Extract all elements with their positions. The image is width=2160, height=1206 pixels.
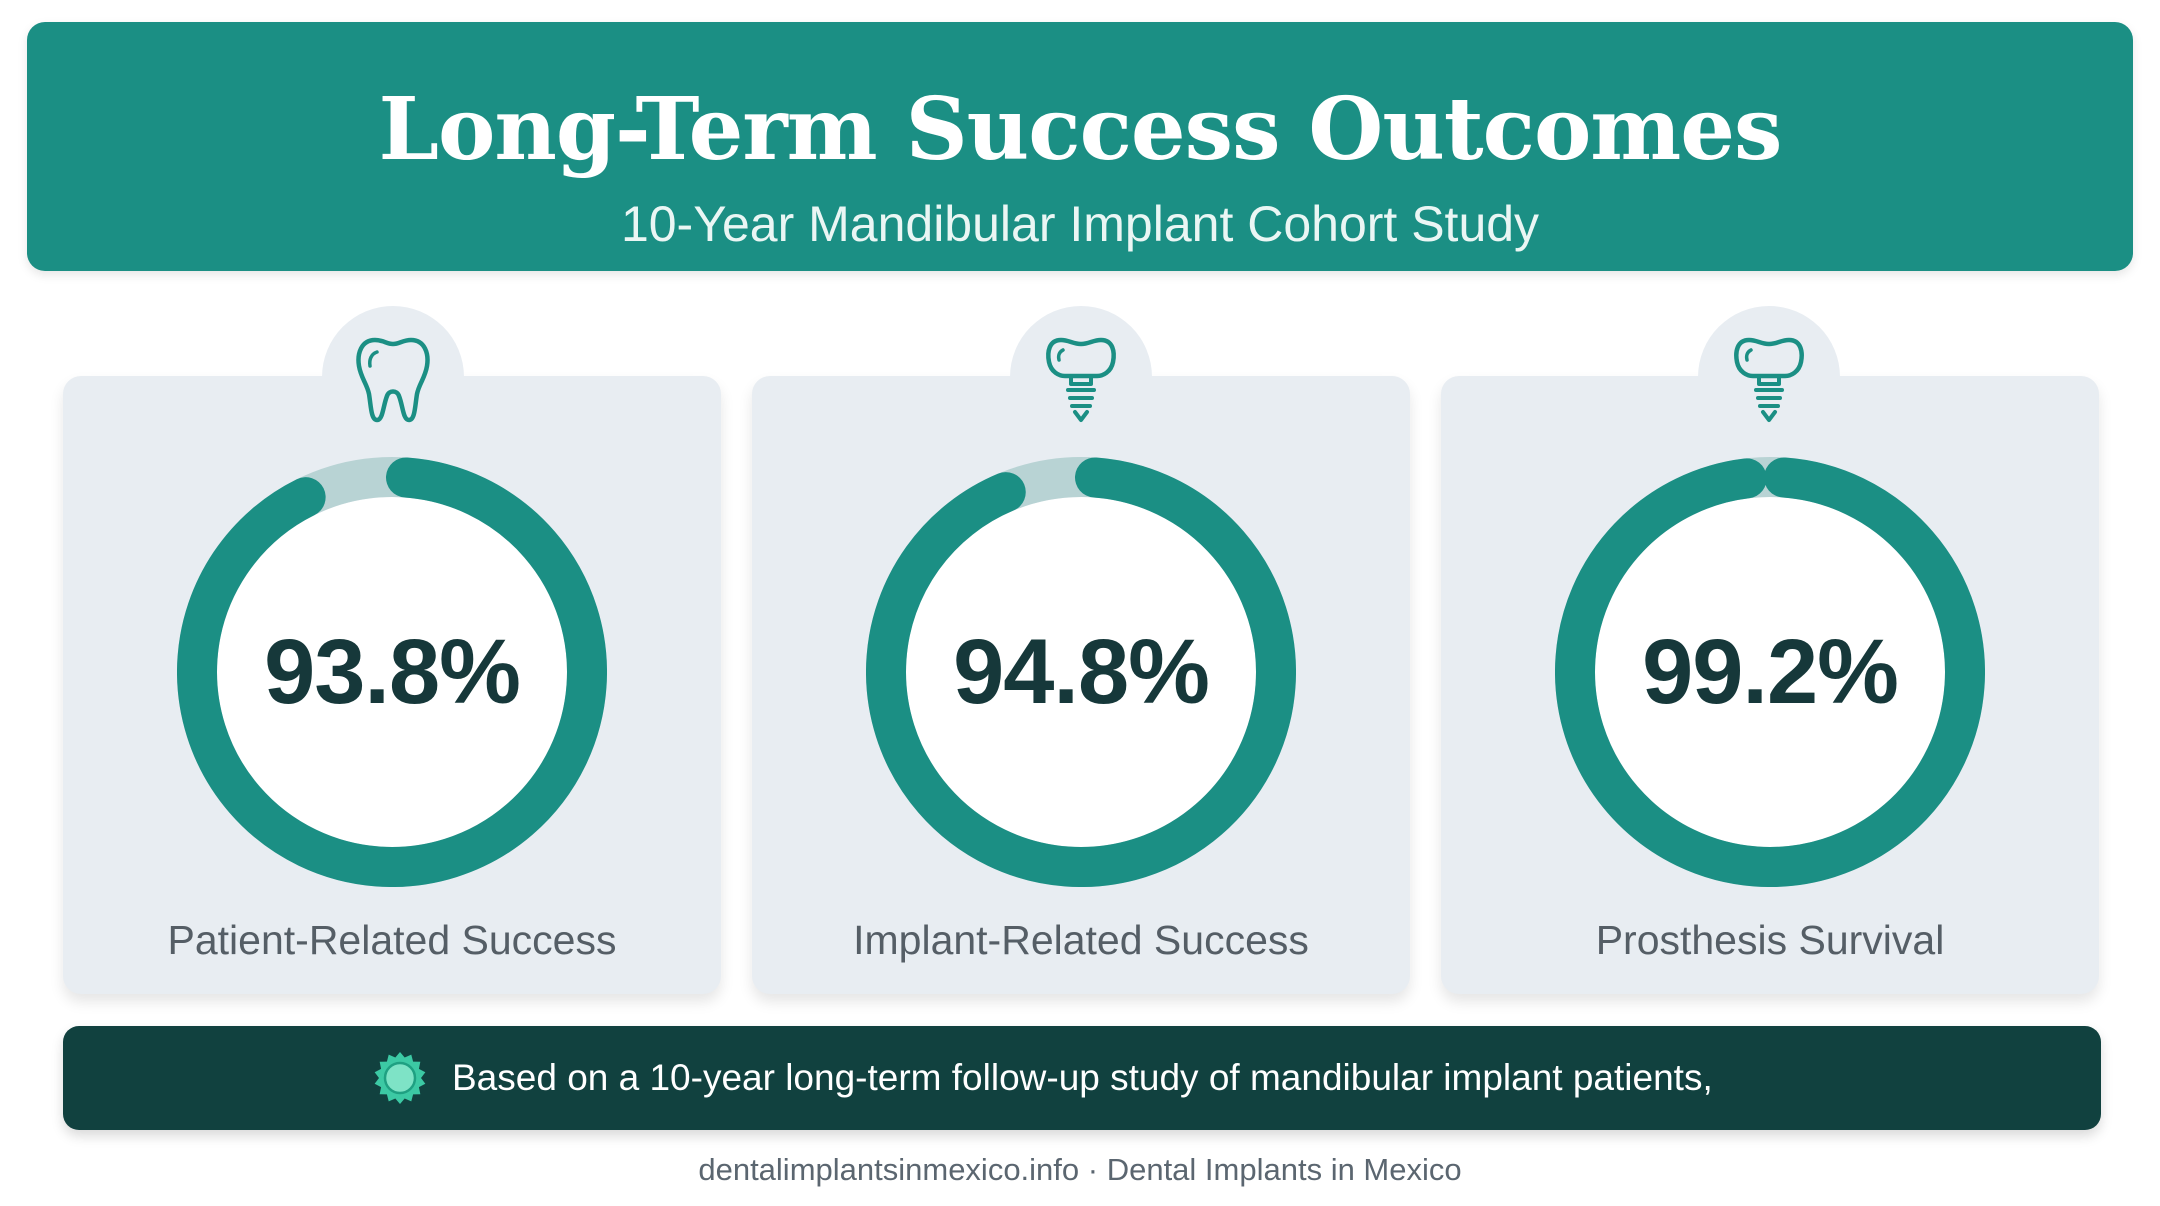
donut-center [906, 497, 1256, 847]
banner-text: Based on a 10-year long-term follow-up s… [452, 1057, 1713, 1098]
tooth-icon [356, 337, 430, 423]
donut-chart-patient: 93.8% [177, 457, 607, 887]
donut-value: 93.8% [264, 621, 521, 723]
donut-value: 99.2% [1642, 621, 1899, 723]
card-label: Prosthesis Survival [1595, 917, 1945, 963]
card-label: Implant-Related Success [853, 917, 1309, 963]
info-banner: Based on a 10-year long-term follow-up s… [63, 1026, 2101, 1130]
icon-bubble [1010, 306, 1152, 448]
dental-implant-icon [1046, 337, 1116, 422]
donut-arc [866, 457, 1296, 887]
seal-icon [374, 1052, 426, 1104]
donut-center [1595, 497, 1945, 847]
icon-bubble [1698, 306, 1840, 448]
donut-chart-implant: 94.8% [866, 457, 1296, 887]
page-subtitle: 10-Year Mandibular Implant Cohort Study [620, 196, 1540, 252]
dental-implant-icon [1734, 337, 1804, 422]
card-label: Patient-Related Success [167, 917, 617, 963]
icon-bubble [322, 306, 464, 448]
donut-arc [1555, 457, 1985, 887]
donut-chart-prosthesis: 99.2% [1555, 457, 1985, 887]
footer-credit: dentalimplantsinmexico.info · Dental Imp… [698, 1152, 1462, 1187]
header-banner: Long-Term Success Outcomes 10-Year Mandi… [27, 22, 2133, 271]
donut-arc [177, 457, 607, 887]
stat-card-implant-success: Implant-Related Success [752, 376, 1410, 994]
page-title: Long-Term Success Outcomes [378, 79, 1783, 180]
donut-value: 94.8% [953, 621, 1210, 723]
donut-center [217, 497, 567, 847]
